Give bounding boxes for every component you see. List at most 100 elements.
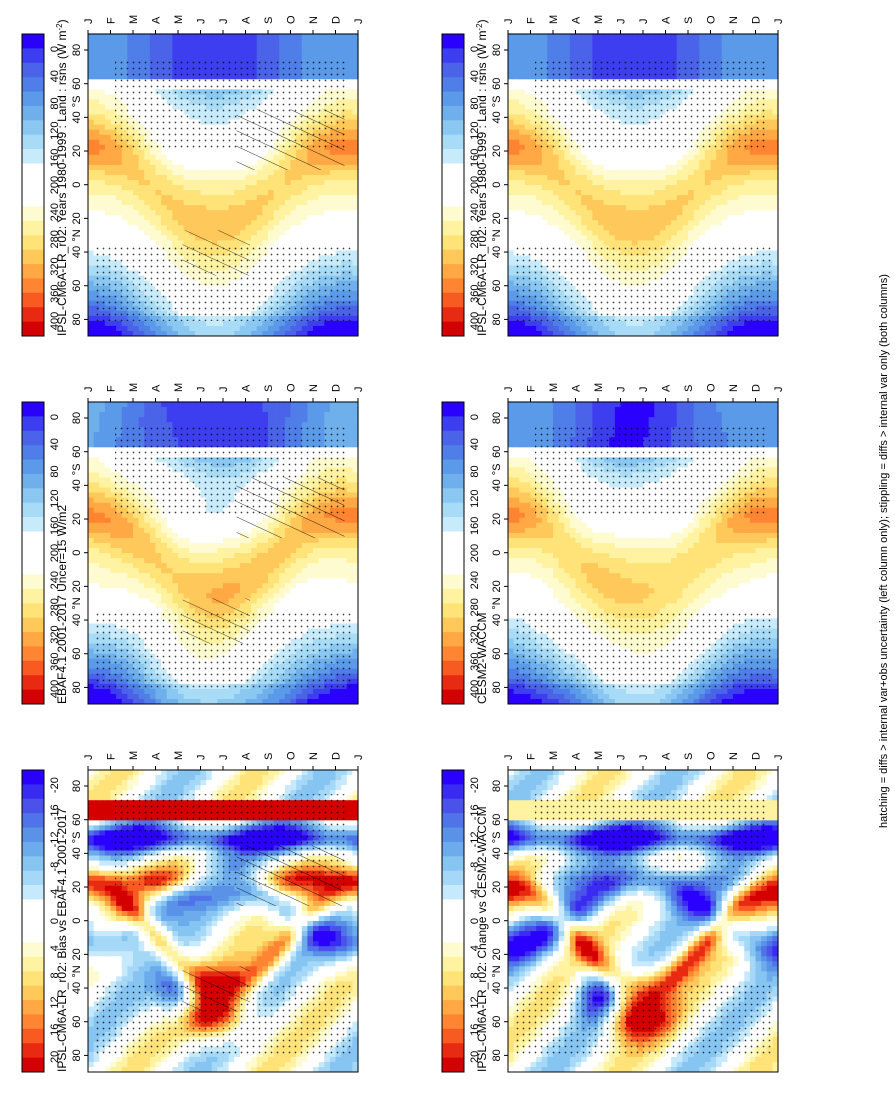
cell <box>581 320 588 326</box>
cell <box>284 204 292 211</box>
cell <box>665 189 672 196</box>
cell <box>704 330 712 336</box>
cell <box>223 214 230 221</box>
cell <box>104 43 112 50</box>
cell <box>676 169 683 175</box>
cell <box>268 214 275 221</box>
cell <box>239 219 247 226</box>
cell <box>519 209 526 216</box>
cell <box>273 48 280 55</box>
cell <box>144 330 151 336</box>
cell <box>172 169 179 175</box>
cell <box>671 184 678 191</box>
cell <box>614 189 622 196</box>
cell <box>93 179 100 185</box>
cell <box>268 184 275 191</box>
cell <box>104 68 112 75</box>
cell <box>637 164 644 170</box>
cell <box>144 199 151 206</box>
cell <box>541 164 548 170</box>
cell <box>755 179 762 185</box>
cell <box>200 169 207 175</box>
cell <box>217 169 224 175</box>
cell <box>710 184 717 191</box>
cell <box>716 320 723 326</box>
cell <box>508 224 515 231</box>
cell <box>637 229 644 236</box>
cell <box>138 224 145 231</box>
cell <box>682 224 689 231</box>
cell <box>93 93 100 100</box>
cell <box>659 320 667 326</box>
cell <box>341 179 348 185</box>
cell <box>744 219 751 226</box>
hemisphere-label-south: °S <box>71 95 83 107</box>
cell <box>586 159 593 165</box>
cell <box>307 219 314 226</box>
cell <box>149 199 157 206</box>
cell <box>659 159 667 165</box>
cell <box>161 149 168 155</box>
cell <box>88 68 95 75</box>
cell <box>524 204 532 211</box>
cell <box>749 219 757 226</box>
cell <box>307 204 314 211</box>
cell <box>290 169 297 175</box>
cell <box>598 174 605 180</box>
cell <box>581 199 588 206</box>
cell <box>99 194 106 201</box>
cell <box>104 184 112 191</box>
cell <box>116 199 123 206</box>
cell <box>99 154 106 160</box>
cell <box>648 239 655 246</box>
cell <box>727 204 734 211</box>
cell <box>127 43 134 50</box>
cell <box>88 214 95 221</box>
cell <box>200 154 207 160</box>
cell <box>637 169 644 175</box>
cell <box>541 239 548 246</box>
cell <box>93 214 100 221</box>
cell <box>620 149 627 155</box>
cell <box>273 179 280 185</box>
cell <box>508 149 515 155</box>
colorbar-swatch <box>22 234 44 250</box>
cell <box>99 68 106 75</box>
cell <box>749 174 757 180</box>
cell <box>155 43 162 50</box>
cell <box>631 209 638 216</box>
cell <box>313 229 320 236</box>
cell <box>519 330 526 336</box>
cell <box>547 164 554 170</box>
cell <box>183 199 190 206</box>
cell <box>324 219 331 226</box>
cell <box>569 224 577 231</box>
cell <box>659 184 667 191</box>
cell <box>553 184 560 191</box>
cell <box>262 325 269 331</box>
cell <box>761 330 768 336</box>
cell <box>508 179 515 185</box>
cell <box>223 184 230 191</box>
cell <box>341 209 348 216</box>
cell <box>121 219 128 226</box>
cell <box>603 169 610 175</box>
cell <box>592 189 599 196</box>
cell <box>558 239 565 246</box>
cell <box>335 184 342 191</box>
cell <box>671 330 678 336</box>
cell <box>637 325 644 331</box>
cell <box>189 330 196 336</box>
cell <box>699 320 706 326</box>
cell <box>324 43 331 50</box>
cell <box>290 325 297 331</box>
cell <box>676 204 683 211</box>
cell <box>307 229 314 236</box>
cell <box>211 199 218 206</box>
cell <box>217 38 224 45</box>
cell <box>693 179 700 185</box>
cell <box>99 73 106 80</box>
cell <box>727 184 734 191</box>
cell <box>99 174 106 180</box>
cell <box>217 179 224 185</box>
